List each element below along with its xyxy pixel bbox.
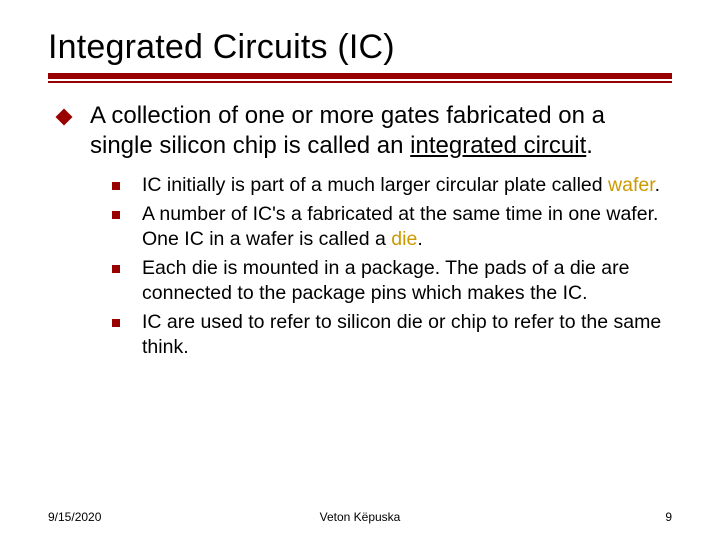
footer: 9/15/2020 Veton Këpuska 9 (48, 510, 672, 524)
diamond-bullet-icon (56, 109, 73, 126)
sub-text: A number of IC's a fabricated at the sam… (142, 202, 672, 252)
sub-pre: IC initially is part of a much larger ci… (142, 174, 608, 196)
sub-highlight: wafer (608, 174, 655, 196)
sub-text: Each die is mounted in a package. The pa… (142, 256, 672, 306)
rule-thick (48, 73, 672, 79)
square-bullet-icon (112, 182, 120, 190)
bullet-main-text: A collection of one or more gates fabric… (90, 101, 672, 161)
bullet-main-post: . (586, 132, 593, 159)
square-bullet-icon (112, 319, 120, 327)
rule-thin (48, 81, 672, 83)
square-bullet-icon (112, 211, 120, 219)
slide: Integrated Circuits (IC) A collection of… (0, 0, 720, 540)
slide-title: Integrated Circuits (IC) (48, 28, 672, 67)
sub-pre: IC are used to refer to silicon die or c… (142, 311, 661, 358)
square-bullet-icon (112, 265, 120, 273)
sub-pre: Each die is mounted in a package. The pa… (142, 257, 629, 304)
sub-post: . (417, 228, 422, 250)
sub-item: A number of IC's a fabricated at the sam… (112, 202, 672, 252)
sub-post: . (655, 174, 660, 196)
sub-text: IC initially is part of a much larger ci… (142, 173, 660, 198)
sub-highlight: die (391, 228, 417, 250)
sub-text: IC are used to refer to silicon die or c… (142, 310, 672, 360)
sub-item: Each die is mounted in a package. The pa… (112, 256, 672, 306)
bullet-main-underlined: integrated circuit (410, 132, 586, 159)
sub-list: IC initially is part of a much larger ci… (48, 173, 672, 360)
footer-author: Veton Këpuska (48, 510, 672, 524)
sub-item: IC are used to refer to silicon die or c… (112, 310, 672, 360)
bullet-main: A collection of one or more gates fabric… (52, 101, 672, 161)
body-list: A collection of one or more gates fabric… (48, 101, 672, 161)
sub-item: IC initially is part of a much larger ci… (112, 173, 672, 198)
title-rule (48, 73, 672, 83)
